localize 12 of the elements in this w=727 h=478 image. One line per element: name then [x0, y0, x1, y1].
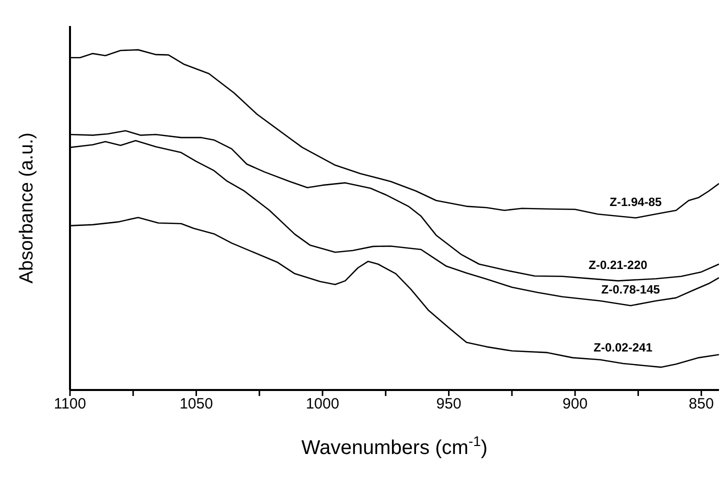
- series-label: Z-1.94-85: [610, 194, 662, 209]
- x-tick-label: 1050: [180, 396, 213, 413]
- y-axis-title: Absorbance (a.u.): [16, 132, 38, 284]
- x-tick-label: 1000: [306, 396, 340, 413]
- series-label: Z-0.78-145: [601, 282, 660, 297]
- x-tick-label: 950: [436, 396, 462, 413]
- x-tick-label: 850: [688, 396, 714, 413]
- x-tick-label: 900: [562, 396, 588, 413]
- x-axis-title: Wavenumbers (cm$^{-1}$): [301, 433, 488, 459]
- series-label: Z-0.02-241: [594, 340, 653, 354]
- series-label: Z-0.21-220: [588, 258, 648, 272]
- x-tick-label: 1100: [54, 396, 86, 413]
